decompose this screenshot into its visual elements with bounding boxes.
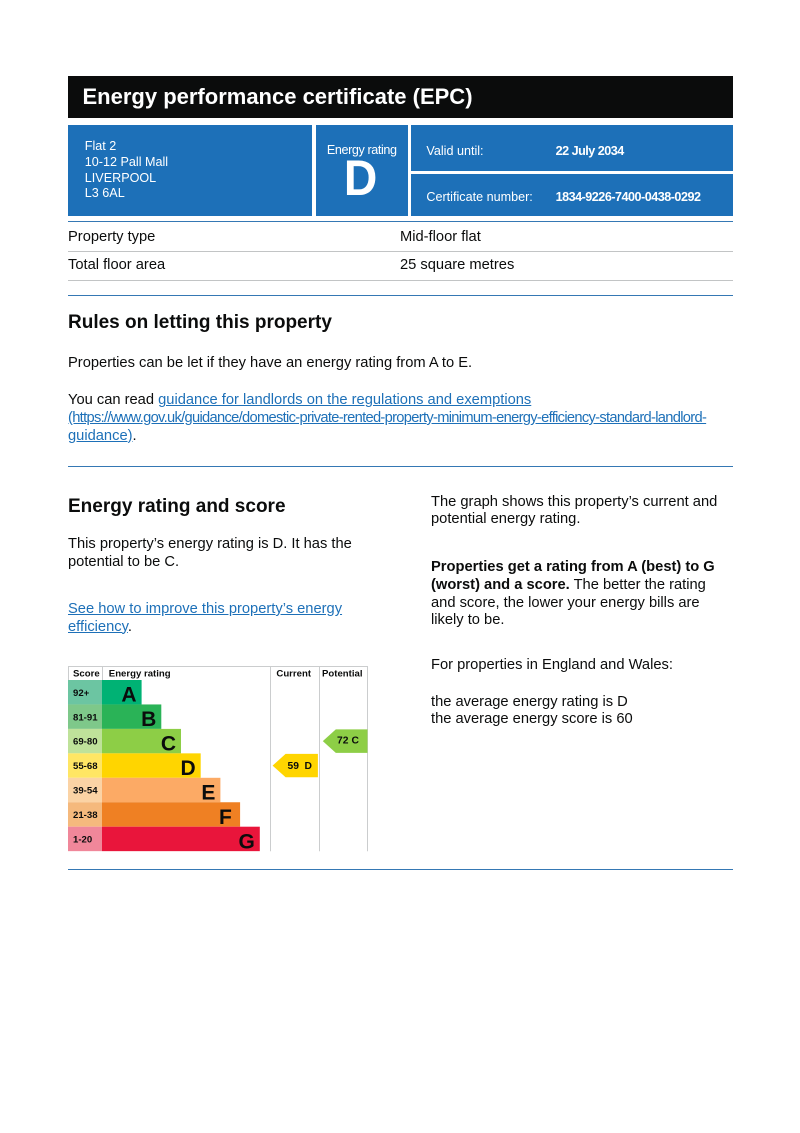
- svg-text:Current: Current: [276, 669, 311, 680]
- svg-text:1-20: 1-20: [73, 835, 92, 846]
- svg-text:92+: 92+: [73, 688, 90, 699]
- svg-text:21-38: 21-38: [73, 810, 98, 821]
- svg-text:81-91: 81-91: [73, 712, 98, 723]
- svg-text:Score: Score: [73, 669, 100, 680]
- svg-text:72: 72: [337, 736, 349, 747]
- svg-text:55-68: 55-68: [73, 761, 98, 772]
- svg-text:Potential: Potential: [322, 669, 363, 680]
- svg-text:C: C: [352, 736, 360, 747]
- svg-text:G: G: [238, 830, 254, 852]
- svg-text:F: F: [219, 806, 232, 829]
- svg-text:D: D: [305, 761, 312, 772]
- svg-text:39-54: 39-54: [73, 786, 98, 797]
- svg-text:D: D: [181, 757, 196, 780]
- svg-text:A: A: [121, 684, 136, 707]
- svg-text:69-80: 69-80: [73, 737, 98, 748]
- svg-text:59: 59: [288, 761, 300, 772]
- svg-text:C: C: [161, 733, 176, 756]
- svg-text:B: B: [141, 708, 156, 731]
- svg-text:Energy rating: Energy rating: [109, 669, 171, 680]
- svg-text:E: E: [201, 781, 215, 804]
